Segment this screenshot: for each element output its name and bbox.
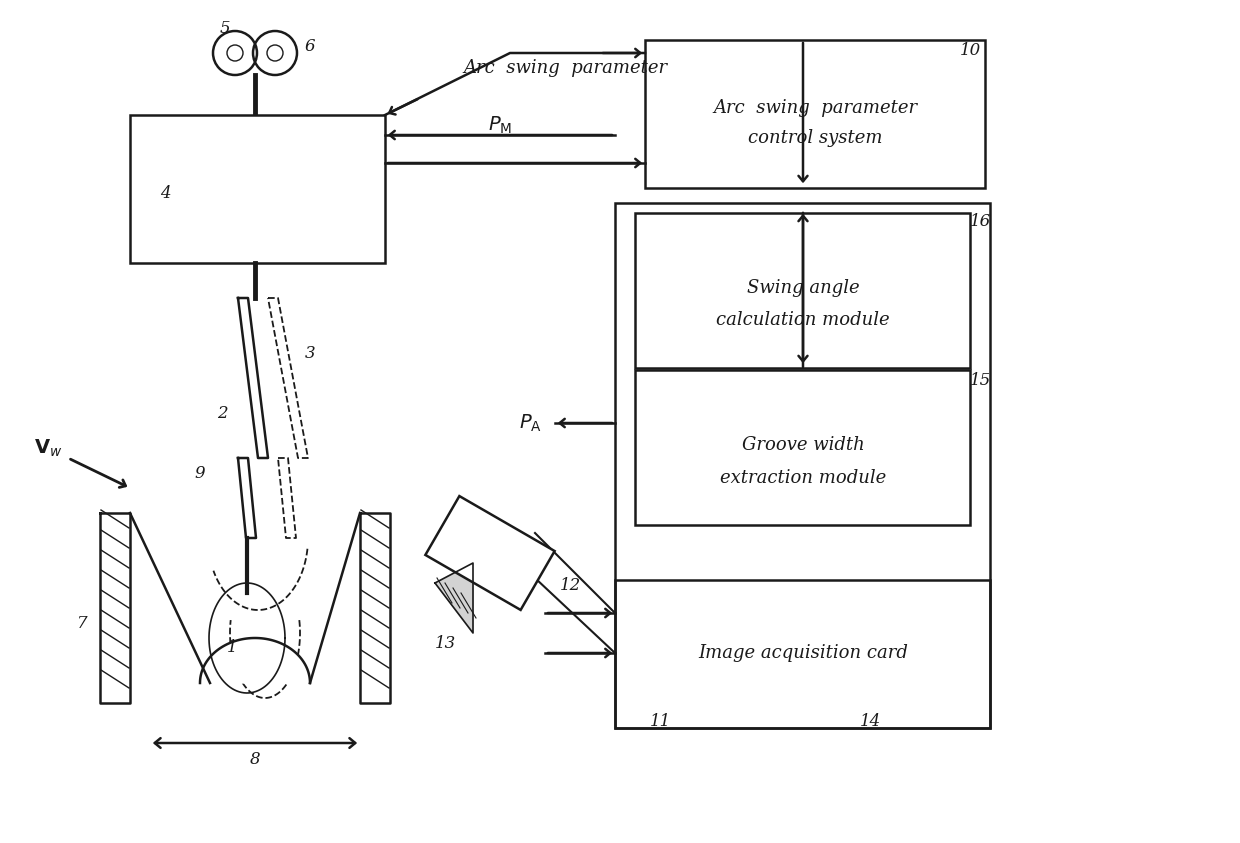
Polygon shape (100, 513, 130, 703)
Text: Swing angle: Swing angle (746, 279, 859, 297)
Bar (615, 203, 990, 728)
Text: 1: 1 (227, 640, 237, 657)
Text: 3: 3 (305, 345, 315, 362)
Text: 15: 15 (970, 372, 991, 389)
Text: Arc  swing  parameter: Arc swing parameter (713, 99, 918, 117)
Text: Groove width: Groove width (742, 436, 864, 454)
Polygon shape (200, 638, 310, 683)
Text: 9: 9 (195, 464, 206, 481)
Text: control system: control system (748, 129, 882, 147)
Text: 13: 13 (434, 635, 455, 652)
Polygon shape (238, 298, 268, 458)
Text: 12: 12 (559, 577, 580, 594)
Bar (635, 370, 970, 525)
Text: 14: 14 (859, 712, 880, 729)
Text: 10: 10 (960, 41, 981, 58)
Bar (645, 40, 985, 188)
Text: 6: 6 (305, 37, 315, 55)
Bar (615, 580, 990, 728)
Bar (425, 496, 554, 610)
Polygon shape (360, 513, 391, 703)
Bar (635, 213, 970, 368)
Text: extraction module: extraction module (720, 469, 887, 487)
Text: 7: 7 (77, 615, 87, 631)
Text: 8: 8 (249, 751, 260, 769)
Text: Image acquisition card: Image acquisition card (698, 644, 908, 662)
Bar (130, 115, 384, 263)
Polygon shape (435, 563, 472, 633)
Text: 5: 5 (219, 19, 231, 36)
Text: $P_{\mathrm{M}}$: $P_{\mathrm{M}}$ (487, 115, 512, 136)
Text: 11: 11 (650, 712, 671, 729)
Text: $\mathbf{V}_{w}$: $\mathbf{V}_{w}$ (33, 438, 62, 459)
Text: $P_{\mathrm{A}}$: $P_{\mathrm{A}}$ (518, 412, 542, 433)
Text: Arc  swing  parameter: Arc swing parameter (463, 59, 667, 77)
Text: 2: 2 (217, 405, 227, 422)
Polygon shape (238, 458, 255, 538)
Text: calculation module: calculation module (717, 311, 890, 329)
Text: 16: 16 (970, 212, 991, 229)
Text: 4: 4 (160, 185, 170, 201)
